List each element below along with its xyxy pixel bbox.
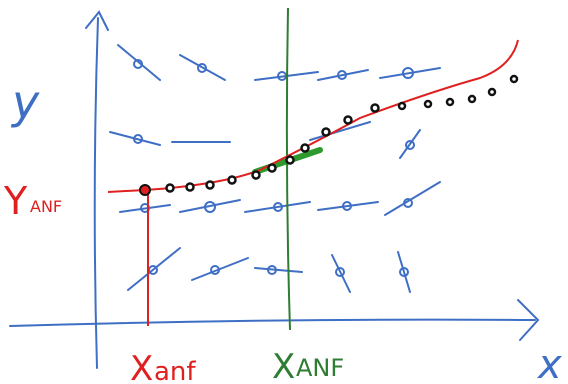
field-segment xyxy=(400,130,420,158)
field-segment xyxy=(255,268,302,272)
step-point xyxy=(167,185,174,192)
step-point xyxy=(287,157,294,164)
label-sub: anf xyxy=(154,357,196,384)
field-segment xyxy=(118,45,160,80)
step-point xyxy=(187,184,194,191)
step-point xyxy=(302,145,309,152)
x-axis xyxy=(10,320,535,326)
step-point xyxy=(489,89,495,95)
step-point xyxy=(399,103,405,109)
field-segment xyxy=(120,205,170,212)
y-axis-label: y xyxy=(10,75,40,129)
step-point xyxy=(511,76,517,82)
start-point xyxy=(140,185,150,195)
field-segment xyxy=(180,55,225,80)
x-mid-line xyxy=(287,8,290,330)
step-point xyxy=(447,99,453,105)
direction-field-sketch: y x Y ANF X anf X ANF xyxy=(0,0,568,384)
step-point xyxy=(323,129,330,136)
label-sub: ANF xyxy=(30,197,62,216)
y-start-label: Y ANF xyxy=(3,179,62,223)
solution-curve xyxy=(108,40,518,192)
x-start-label: X anf xyxy=(130,349,196,384)
label-main: X xyxy=(272,347,295,384)
field-segment xyxy=(192,258,248,280)
step-point xyxy=(253,172,260,179)
step-point xyxy=(207,182,214,189)
field-segment xyxy=(332,255,350,292)
y-axis xyxy=(95,18,98,368)
euler-steps xyxy=(167,76,518,192)
step-point xyxy=(469,96,475,102)
step-point xyxy=(345,117,352,124)
step-point xyxy=(372,105,379,112)
axes xyxy=(10,12,538,368)
x-mid-label: X ANF xyxy=(272,347,344,384)
field-segment xyxy=(385,182,440,215)
label-main: Y xyxy=(3,179,28,223)
field-segment xyxy=(318,202,378,210)
step-point xyxy=(269,165,276,172)
x-axis-label: x xyxy=(536,342,562,384)
field-segment xyxy=(128,248,180,290)
label-main: X xyxy=(130,349,153,384)
step-point xyxy=(425,101,431,107)
step-point xyxy=(229,177,236,184)
field-segment xyxy=(310,122,370,140)
label-sub: ANF xyxy=(296,354,344,382)
